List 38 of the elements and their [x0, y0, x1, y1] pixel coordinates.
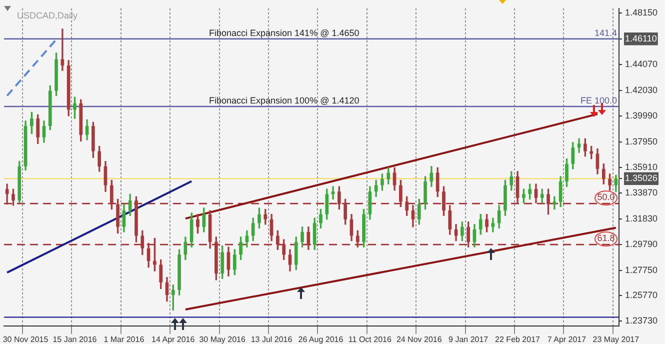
annotation: 141.4: [594, 28, 617, 38]
y-tick-label: 1.35026: [625, 173, 658, 184]
x-tick-label: 23 May 2017: [592, 335, 640, 344]
x-tick-label: 30 May 2016: [199, 335, 246, 344]
x-tick-label: 7 Apr 2017: [547, 335, 587, 344]
y-tick-label: 1.27750: [625, 264, 658, 275]
chart-title: USDCAD,Daily: [17, 10, 78, 20]
y-tick-label: 1.23730: [625, 316, 658, 326]
annotation: 50.0: [597, 192, 615, 202]
x-tick-label: 26 Aug 2016: [298, 335, 344, 344]
y-tick-label: 1.29790: [625, 239, 658, 250]
candlestick: [60, 28, 64, 71]
candlestick: [331, 186, 335, 200]
x-tick-label: 13 Jul 2016: [250, 335, 293, 344]
x-tick-label: 15 Jan 2016: [52, 335, 98, 344]
y-tick-label: 1.44070: [625, 59, 658, 70]
x-tick-label: 30 Nov 2015: [2, 335, 49, 344]
candlestick: [491, 218, 495, 232]
x-tick-label: 22 Feb 2017: [495, 335, 541, 344]
y-tick-label: 1.39990: [625, 110, 658, 121]
y-tick-label: 1.48150: [625, 8, 658, 18]
annotation: 61.8: [597, 233, 615, 244]
x-tick-label: 11 Oct 2016: [348, 335, 392, 344]
y-tick-label: 1.25770: [625, 290, 658, 300]
ref-line-label: Fibonacci Expansion 141% @ 1.4650: [209, 28, 360, 38]
x-tick-label: 14 Apr 2016: [152, 335, 196, 344]
annotation: FE 100.0: [580, 95, 617, 106]
ref-line-label: Fibonacci Expansion 100% @ 1.4120: [209, 95, 360, 106]
x-tick-label: 9 Jan 2017: [448, 335, 489, 344]
y-tick-label: 1.33870: [625, 188, 658, 198]
x-tick-label: 24 Nov 2016: [396, 335, 442, 344]
y-tick-label: 1.42030: [625, 84, 658, 95]
y-tick-label: 1.35910: [625, 162, 658, 172]
y-tick-label: 1.37950: [625, 136, 658, 146]
y-tick-label: 1.31830: [625, 213, 658, 224]
x-tick-label: 1 Mar 2016: [104, 335, 145, 344]
candlestick: [552, 196, 556, 210]
y-tick-label: 1.46110: [625, 33, 657, 44]
